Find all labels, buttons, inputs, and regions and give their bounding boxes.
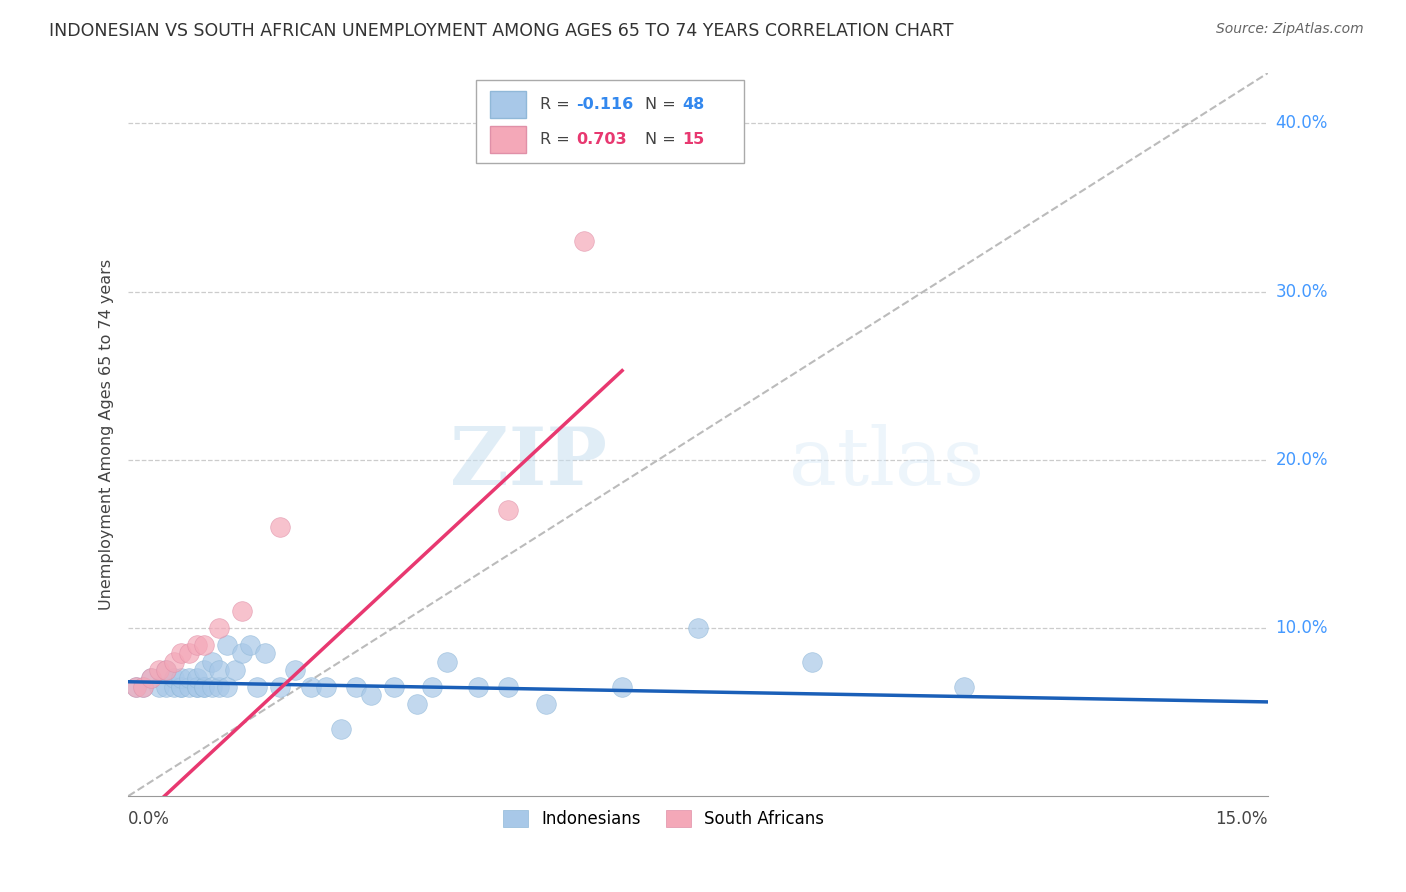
Point [436,655,458,669]
Point [163,655,186,669]
Text: R =: R = [540,97,575,112]
Point [284,663,307,677]
Point [170,672,193,686]
Text: atlas: atlas [789,425,984,502]
Point [215,680,238,694]
Point [315,680,337,694]
Point [139,672,162,686]
Point [132,680,155,694]
Point [269,680,291,694]
Legend: Indonesians, South Africans: Indonesians, South Africans [496,804,831,835]
Text: -0.116: -0.116 [576,97,634,112]
Point [231,646,253,660]
Point [193,680,215,694]
Point [239,638,262,652]
Point [420,680,443,694]
FancyBboxPatch shape [489,126,526,153]
Point [139,672,162,686]
Point [253,646,276,660]
Point [208,663,231,677]
Text: 40.0%: 40.0% [1275,114,1327,132]
Text: 48: 48 [682,97,704,112]
Point [148,680,170,694]
Point [330,722,353,736]
Point [170,680,193,694]
Y-axis label: Unemployment Among Ages 65 to 74 years: Unemployment Among Ages 65 to 74 years [100,259,114,610]
Point [208,621,231,635]
Point [163,672,186,686]
Point [125,680,148,694]
Text: INDONESIAN VS SOUTH AFRICAN UNEMPLOYMENT AMONG AGES 65 TO 74 YEARS CORRELATION C: INDONESIAN VS SOUTH AFRICAN UNEMPLOYMENT… [49,22,953,40]
Point [572,234,595,248]
Point [132,680,155,694]
Text: ZIP: ZIP [450,425,607,502]
Point [269,520,291,534]
Point [953,680,976,694]
FancyBboxPatch shape [489,91,526,118]
Point [224,663,246,677]
Point [467,680,489,694]
Point [496,680,519,694]
Point [610,680,633,694]
Point [360,688,382,702]
Point [382,680,405,694]
Point [170,646,193,660]
Point [170,680,193,694]
Text: 0.703: 0.703 [576,132,627,147]
Point [148,663,170,677]
Text: 0.0%: 0.0% [128,810,170,828]
Point [688,621,710,635]
Text: N =: N = [644,132,681,147]
Point [406,697,429,711]
FancyBboxPatch shape [475,80,744,163]
Text: 20.0%: 20.0% [1275,450,1329,469]
Point [534,697,557,711]
Point [193,638,215,652]
Text: N =: N = [644,97,681,112]
Text: Source: ZipAtlas.com: Source: ZipAtlas.com [1216,22,1364,37]
Point [186,680,208,694]
Point [177,680,200,694]
Text: 15: 15 [682,132,704,147]
Point [186,672,208,686]
Point [344,680,367,694]
Point [299,680,322,694]
Point [193,663,215,677]
Point [177,646,200,660]
Text: 15.0%: 15.0% [1215,810,1268,828]
Point [186,680,208,694]
Text: 30.0%: 30.0% [1275,283,1329,301]
Point [186,638,208,652]
Point [215,638,238,652]
Point [246,680,269,694]
Text: R =: R = [540,132,575,147]
Point [201,655,224,669]
Point [193,680,215,694]
Point [201,680,224,694]
Point [801,655,824,669]
Point [155,663,177,677]
Point [163,680,186,694]
Point [155,663,177,677]
Point [208,680,231,694]
Point [125,680,148,694]
Text: 10.0%: 10.0% [1275,619,1329,637]
Point [177,672,200,686]
Point [496,503,519,517]
Point [155,680,177,694]
Point [231,604,253,618]
